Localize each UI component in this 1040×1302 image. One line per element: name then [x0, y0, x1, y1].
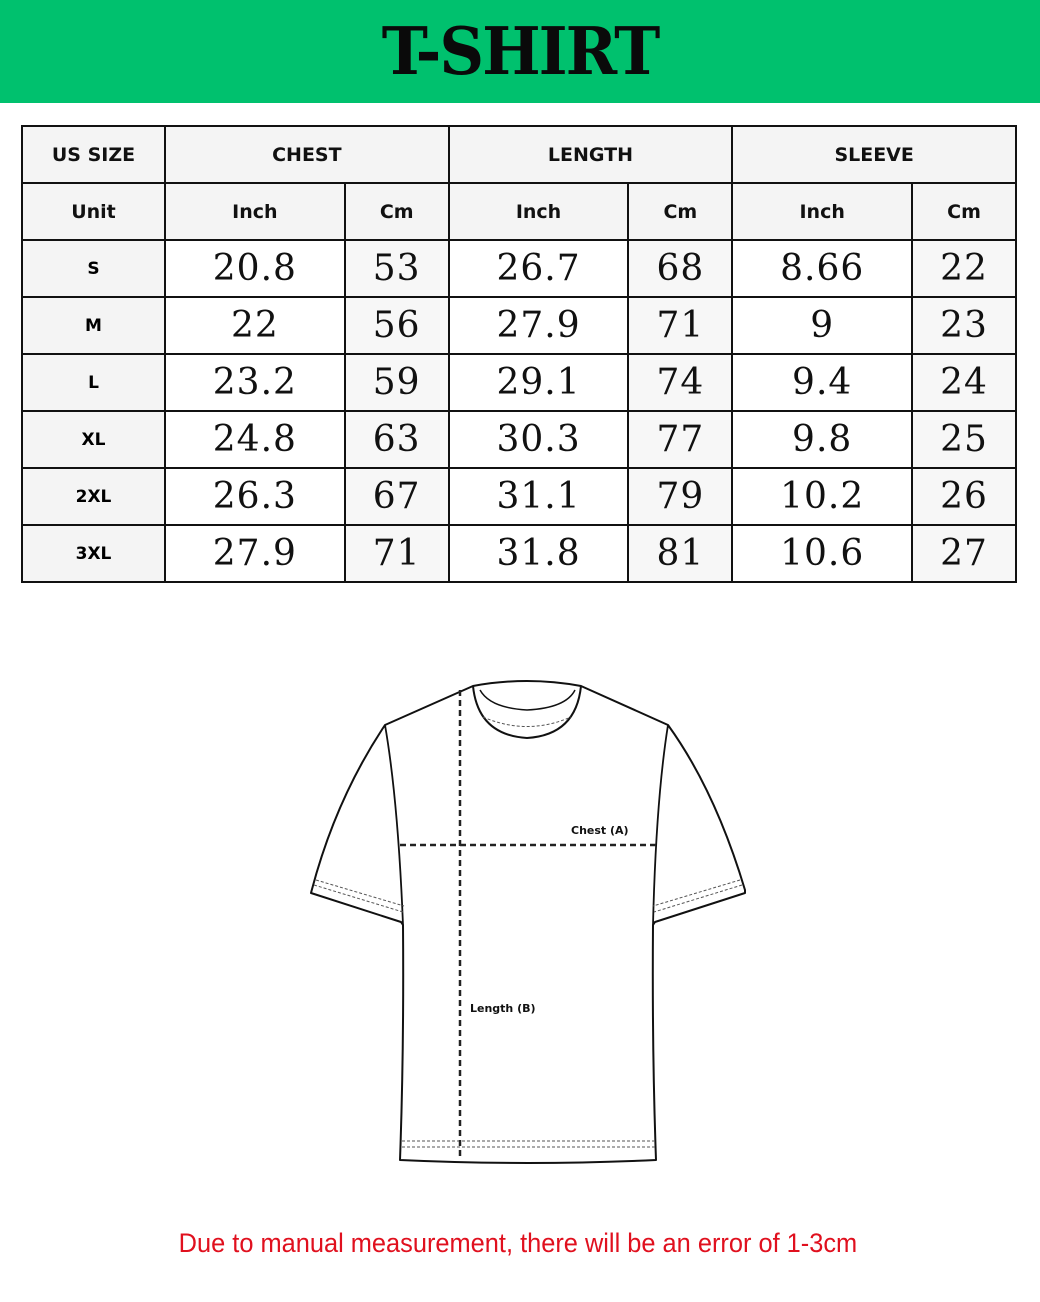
- measurement-cell: 74: [627, 353, 734, 412]
- measurement-cell: 31.8: [447, 524, 630, 583]
- unit-header: Cm: [343, 182, 450, 241]
- size-cell: M: [21, 296, 166, 355]
- measurement-cell: 71: [627, 296, 734, 355]
- unit-header: Inch: [164, 182, 346, 241]
- size-cell: L: [21, 353, 166, 412]
- measurement-cell: 71: [343, 524, 450, 583]
- measurement-cell: 29.1: [447, 353, 630, 412]
- measurement-cell: 9.4: [731, 353, 914, 412]
- measurement-cell: 10.6: [731, 524, 914, 583]
- measurement-cell: 27: [911, 524, 1017, 583]
- table-row: 3XL 27.9 71 31.8 81 10.6 27: [21, 524, 1017, 583]
- page-title: T-SHIRT: [381, 13, 661, 90]
- unit-row: Unit Inch Cm Inch Cm Inch Cm: [21, 182, 1017, 241]
- measurement-cell: 77: [627, 410, 734, 469]
- measurement-cell: 59: [343, 353, 450, 412]
- measurement-cell: 26.7: [447, 239, 630, 298]
- measurement-cell: 30.3: [447, 410, 630, 469]
- table-row: XL 24.8 63 30.3 77 9.8 25: [21, 410, 1017, 469]
- measurement-cell: 67: [343, 467, 450, 526]
- measurement-cell: 10.2: [731, 467, 914, 526]
- measurement-cell: 79: [627, 467, 734, 526]
- measurement-cell: 27.9: [164, 524, 346, 583]
- size-cell: XL: [21, 410, 166, 469]
- tshirt-outline: [310, 680, 746, 1164]
- measurement-cell: 24.8: [164, 410, 346, 469]
- measurement-cell: 31.1: [447, 467, 630, 526]
- table-header-row: US SIZE CHEST LENGTH SLEEVE: [21, 125, 1017, 184]
- size-cell: S: [21, 239, 166, 298]
- measurement-cell: 25: [911, 410, 1017, 469]
- measurement-cell: 63: [343, 410, 450, 469]
- measurement-cell: 8.66: [731, 239, 914, 298]
- size-cell: 3XL: [21, 524, 166, 583]
- measurement-cell: 23.2: [164, 353, 346, 412]
- measurement-note: Due to manual measurement, there will be…: [178, 1228, 858, 1258]
- unit-header: Inch: [731, 182, 914, 241]
- length-label: Length (B): [470, 1002, 536, 1015]
- collar: [472, 685, 582, 739]
- measurement-cell: 9.8: [731, 410, 914, 469]
- measurement-cell: 20.8: [164, 239, 346, 298]
- measurement-cell: 26.3: [164, 467, 346, 526]
- table-row: S 20.8 53 26.7 68 8.66 22: [21, 239, 1017, 298]
- measurement-cell: 26: [911, 467, 1017, 526]
- table-row: M 22 56 27.9 71 9 23: [21, 296, 1017, 355]
- size-table: US SIZE CHEST LENGTH SLEEVE Unit Inch Cm In…: [21, 125, 1017, 583]
- header-us-size: US SIZE: [21, 125, 166, 184]
- title-banner: T-SHIRT: [0, 0, 1040, 103]
- size-cell: 2XL: [21, 467, 166, 526]
- header-chest: CHEST: [164, 125, 450, 184]
- header-sleeve: SLEEVE: [731, 125, 1017, 184]
- unit-header: Inch: [447, 182, 630, 241]
- unit-header: Cm: [911, 182, 1017, 241]
- table-row: L 23.2 59 29.1 74 9.4 24: [21, 353, 1017, 412]
- measurement-cell: 27.9: [447, 296, 630, 355]
- unit-header: Cm: [627, 182, 734, 241]
- unit-label: Unit: [21, 182, 166, 241]
- measurement-cell: 22: [164, 296, 346, 355]
- measurement-cell: 23: [911, 296, 1017, 355]
- measurement-cell: 22: [911, 239, 1017, 298]
- measurement-cell: 68: [627, 239, 734, 298]
- measurement-cell: 81: [627, 524, 734, 583]
- header-length: LENGTH: [447, 125, 734, 184]
- measurement-cell: 24: [911, 353, 1017, 412]
- table-row: 2XL 26.3 67 31.1 79 10.2 26: [21, 467, 1017, 526]
- chest-label: Chest (A): [571, 824, 629, 837]
- measurement-cell: 9: [731, 296, 914, 355]
- measurement-cell: 53: [343, 239, 450, 298]
- measurement-cell: 56: [343, 296, 450, 355]
